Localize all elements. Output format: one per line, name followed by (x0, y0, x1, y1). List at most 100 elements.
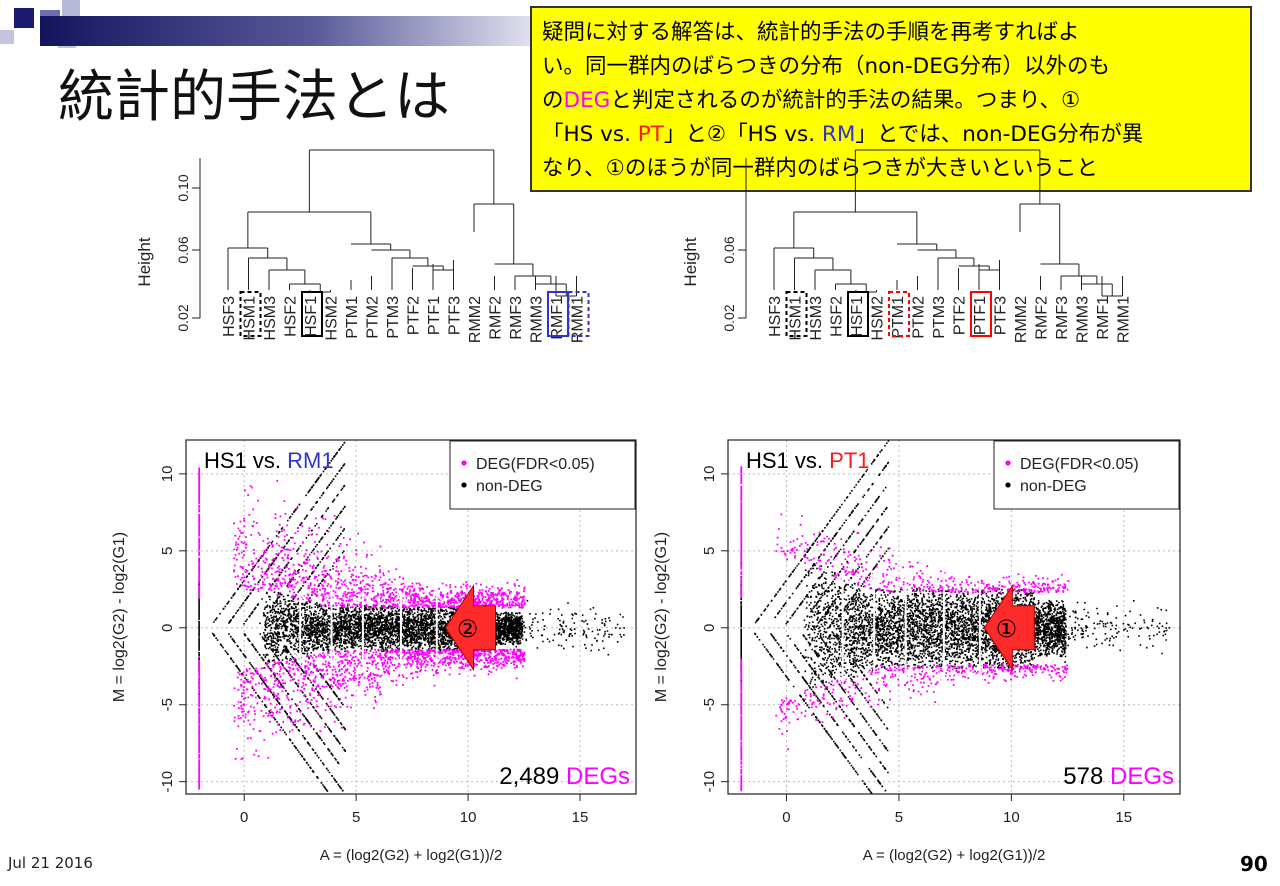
callout-text: なり、①のほうが同一群内のばらつきが大きいということ (542, 156, 1098, 181)
legend-label: non-DEG (1020, 478, 1087, 495)
y-tick-label: 0 (159, 624, 176, 632)
callout-text: 」とでは、non-DEG分布が異 (855, 122, 1144, 147)
leaf-label: HSM1 (242, 296, 259, 341)
y-axis-label: Height (681, 237, 700, 286)
leaf-label: HSM1 (788, 296, 805, 341)
y-tick-label: 0.02 (175, 304, 191, 331)
spread-arrow-head (937, 572, 951, 684)
spread-arrow-head (867, 572, 882, 684)
legend-marker (1005, 482, 1011, 488)
spread-arrow-head (293, 590, 308, 665)
spread-arrow-head (835, 572, 850, 684)
leaf-label: RMM2 (467, 296, 484, 343)
ma-plot: ② 0 5 10 15 -10 -5 0 5 10 A = (log2(G2) + log2(G1)… (111, 439, 637, 864)
y-tick-label: 5 (701, 547, 718, 555)
leaf-label: RMF1 (1095, 296, 1112, 340)
plot-frame (727, 439, 1181, 795)
leaf-label: RMM1 (1116, 296, 1133, 343)
leaf-highlight-box (239, 291, 262, 337)
leaf-highlight-box (847, 291, 869, 337)
page-title: 統計的手法とは (58, 65, 450, 130)
y-tick-label: 0.06 (721, 236, 737, 263)
callout-line: なり、①のほうが同一群内のばらつきが大きいということ (542, 152, 1242, 186)
leaf-highlight-box (888, 291, 910, 337)
callout-text: い。同一群内のばらつきの分布（non-DEG分布）以外のも (542, 54, 1110, 79)
y-tick-label: 10 (159, 466, 176, 483)
spread-arrow-head (324, 590, 339, 665)
y-tick-label: -5 (159, 698, 176, 711)
callout-text: PT (637, 122, 664, 147)
callout-text: と判定されるのが統計的手法の結果。つまり、① (610, 88, 1081, 113)
marker-label: ② (457, 616, 479, 643)
date-label: Jul 21 2016 (8, 854, 93, 872)
y-tick-label: 5 (159, 547, 176, 555)
leaf-label: PTM2 (365, 296, 382, 339)
callout-text: DEG (563, 88, 611, 113)
leaf-label: RMF2 (488, 296, 505, 340)
callout-line: 疑問に対する解答は、統計的手法の手順を再考すればよ (542, 16, 1242, 50)
legend-marker (461, 460, 467, 466)
callout-text: 疑問に対する解答は、統計的手法の手順を再考すればよ (542, 20, 1080, 45)
marker-arrow (444, 584, 497, 672)
leaf-label: HSF1 (303, 296, 320, 337)
deg-count: 2,489 DEGs (499, 763, 630, 790)
y-tick-label: 0.10 (175, 174, 191, 201)
explanation-callout: 疑問に対する解答は、統計的手法の手順を再考すればよい。同一群内のばらつきの分布（… (530, 6, 1252, 192)
leaf-label: PTF1 (972, 296, 989, 335)
marker-arrow (983, 584, 1035, 672)
x-tick-label: 0 (782, 809, 790, 826)
x-axis-label: A = (log2(G2) + log2(G1))/2 (863, 847, 1046, 864)
leaf-label: HSM3 (262, 296, 279, 341)
x-tick-label: 0 (240, 809, 248, 826)
y-axis-label: M = log2(G2) - log2(G1) (653, 532, 670, 702)
y-tick-label: -10 (159, 771, 176, 793)
title-highlight: PT1 (829, 448, 869, 473)
dendrogram: 0.02 0.06 0.10 Height HSF3 HSM1 HSM3 HSF2 HSF1 HS… (135, 149, 590, 343)
callout-text: 「HS vs. (542, 122, 638, 147)
y-tick-label: -5 (701, 698, 718, 711)
x-tick-label: 15 (1115, 809, 1132, 826)
spread-arrow-head (973, 572, 987, 684)
leaf-label: PTM1 (890, 296, 907, 339)
spread-arrow-head (429, 590, 444, 665)
title-prefix: HS1 vs. (204, 448, 287, 473)
x-axis-label: A = (log2(G2) + log2(G1))/2 (320, 847, 503, 864)
legend-marker (461, 482, 467, 488)
x-tick-label: 10 (1003, 809, 1020, 826)
marker-label: ① (996, 616, 1018, 643)
leaf-label: HSF3 (221, 296, 238, 337)
leaf-label: PTF2 (406, 296, 423, 335)
spread-arrow-head (356, 590, 370, 665)
leaf-highlight-box (567, 291, 590, 337)
leaf-label: RMM3 (529, 296, 546, 343)
leaf-label: HSM2 (324, 296, 341, 341)
leaf-highlight-box (970, 291, 992, 337)
legend-label: DEG(FDR<0.05) (476, 456, 595, 473)
plot-frame (185, 439, 637, 795)
legend-box (449, 440, 636, 510)
spread-arrow-head (394, 590, 408, 665)
leaf-label: HSF3 (767, 296, 784, 337)
y-axis-label: M = log2(G2) - log2(G1) (111, 532, 128, 702)
leaf-label: PTM1 (344, 296, 361, 339)
y-axis-label: Height (135, 237, 154, 286)
non-deg-points (198, 441, 625, 792)
x-tick-label: 5 (895, 809, 903, 826)
legend-label: DEG(FDR<0.05) (1020, 456, 1139, 473)
deg-count-number: 578 (1063, 763, 1110, 790)
callout-line: のDEGと判定されるのが統計的手法の結果。つまり、① (542, 84, 1242, 118)
leaf-label: RMM2 (1013, 296, 1030, 343)
deg-points (198, 467, 526, 790)
leaf-label: HSM3 (808, 296, 825, 341)
y-tick-label: -10 (701, 771, 718, 793)
leaf-highlight-box (301, 291, 323, 337)
legend-label: non-DEG (476, 478, 543, 495)
callout-text: RM (821, 122, 856, 147)
callout-line: 「HS vs. PT」と②「HS vs. RM」とでは、non-DEG分布が異 (542, 118, 1242, 152)
deg-count-word: DEGs (1110, 763, 1174, 790)
leaf-label: PTF3 (993, 296, 1010, 335)
leaf-label: PTM2 (911, 296, 928, 339)
title-bar (40, 16, 540, 46)
leaf-label: HSF1 (849, 296, 866, 337)
points (198, 441, 625, 792)
